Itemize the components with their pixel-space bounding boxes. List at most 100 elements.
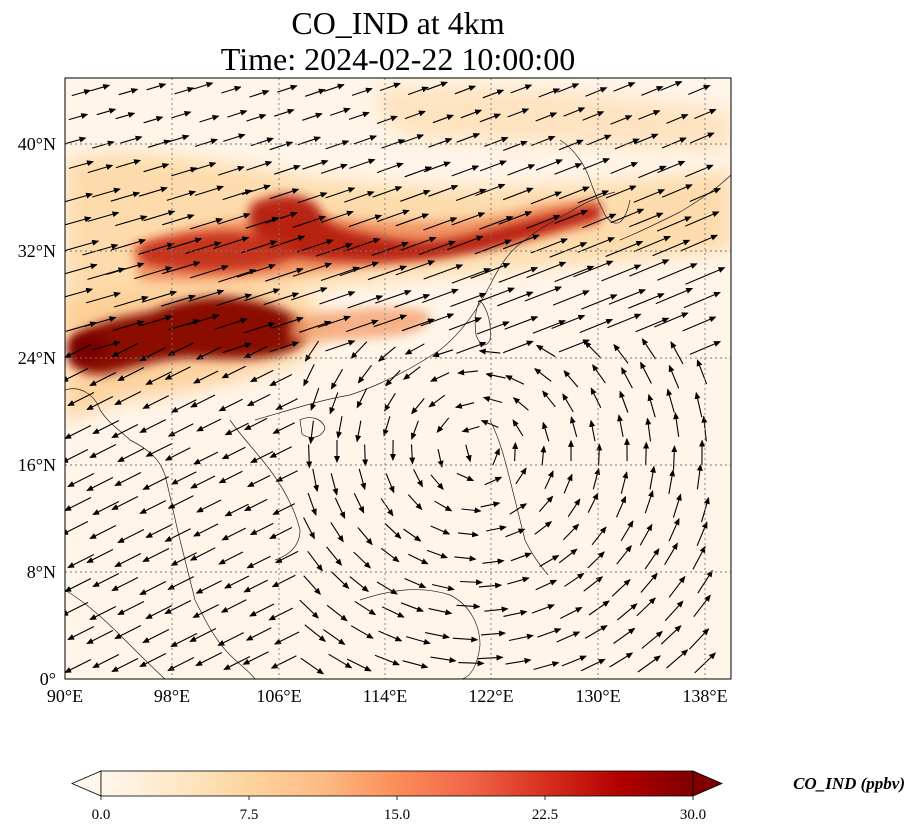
- wind-vector: [672, 493, 682, 518]
- wind-vector: [371, 241, 409, 256]
- wind-vector: [542, 421, 550, 442]
- wind-vector: [668, 517, 680, 542]
- wind-vector: [270, 655, 297, 669]
- wind-vector: [557, 83, 580, 93]
- wind-vector: [111, 424, 139, 438]
- wind-vector: [610, 208, 645, 224]
- wind-vector: [112, 320, 145, 332]
- wind-vector: [139, 419, 167, 433]
- wind-vector: [549, 242, 588, 258]
- wind-vector: [670, 341, 684, 365]
- wind-vector: [607, 313, 642, 329]
- wind-vector: [166, 237, 203, 250]
- wind-vector: [562, 393, 574, 413]
- wind-vector: [106, 262, 145, 276]
- wind-vector: [395, 213, 430, 227]
- wind-vector: [569, 416, 578, 438]
- wind-vector: [616, 545, 632, 565]
- wind-vector: [291, 287, 328, 301]
- lon-tick-label: 114°E: [363, 686, 408, 706]
- coastline-philippines: [489, 419, 549, 576]
- wind-vector: [353, 551, 372, 569]
- wind-vector: [451, 165, 480, 177]
- wind-vector: [323, 629, 346, 645]
- wind-vector: [224, 575, 250, 589]
- wind-vector: [668, 575, 686, 598]
- wind-vector: [611, 579, 631, 597]
- wind-vector: [524, 286, 563, 302]
- wind-vector: [65, 263, 98, 275]
- wind-vector: [647, 393, 656, 418]
- wind-vector: [621, 367, 633, 389]
- colorbar-extend-low: [70, 770, 102, 797]
- wind-vector: [307, 550, 323, 572]
- wind-vector: [664, 600, 684, 622]
- wind-vector: [329, 392, 339, 415]
- wind-vector: [326, 604, 348, 622]
- wind-vector: [638, 165, 667, 179]
- wind-vector: [142, 476, 169, 490]
- wind-vector: [331, 571, 350, 589]
- wind-vector: [479, 216, 514, 230]
- wind-vector: [274, 108, 295, 117]
- wind-vector: [554, 163, 583, 175]
- wind-vector: [218, 470, 243, 484]
- wind-vector: [413, 469, 423, 488]
- wind-vector: [65, 368, 89, 382]
- wind-vector: [561, 655, 587, 667]
- wind-vector: [91, 187, 121, 198]
- wind-vector: [436, 417, 450, 433]
- wind-vector: [243, 498, 268, 512]
- wind-vector: [470, 263, 511, 279]
- wind-vector: [627, 293, 665, 309]
- wind-vector: [170, 471, 197, 485]
- wind-vector: [596, 443, 603, 466]
- wind-vector: [535, 112, 558, 122]
- title-line-1: CO_IND at 4km: [291, 5, 504, 41]
- wind-vector: [143, 210, 176, 222]
- wind-vector: [680, 234, 719, 252]
- wind-vector: [685, 211, 720, 227]
- wind-vector: [696, 463, 703, 490]
- wind-vector: [615, 495, 627, 518]
- wind-vector: [428, 184, 459, 197]
- colorbar-tick-label: 7.5: [240, 807, 259, 823]
- coastline-hainan: [299, 417, 326, 438]
- wind-vector: [510, 552, 532, 562]
- wind-vector: [457, 369, 478, 376]
- wind-vector: [272, 422, 295, 434]
- wind-vector: [306, 444, 313, 469]
- wind-vector: [164, 366, 191, 380]
- wind-vector: [689, 132, 715, 144]
- wind-vector: [452, 636, 479, 643]
- wind-vector: [217, 632, 244, 646]
- wind-vector: [218, 268, 257, 283]
- wind-vector: [167, 342, 194, 356]
- wind-vector: [192, 604, 219, 618]
- wind-vector: [328, 653, 353, 669]
- wind-vector: [558, 139, 584, 151]
- wind-vector: [187, 314, 220, 326]
- wind-vector: [221, 446, 246, 460]
- wind-vector: [164, 447, 191, 461]
- wind-vector: [480, 501, 501, 508]
- wind-vector: [420, 313, 455, 327]
- wind-vector: [117, 601, 145, 615]
- wind-vector: [673, 412, 680, 437]
- wind-vector: [350, 341, 368, 360]
- wind-vector: [376, 162, 404, 174]
- wind-vector: [554, 265, 595, 283]
- wind-vector: [170, 633, 198, 647]
- wind-vector: [250, 137, 274, 147]
- wind-vector: [114, 472, 142, 486]
- wind-vector: [376, 209, 410, 223]
- wind-vector: [385, 473, 395, 494]
- wind-vector: [292, 215, 327, 228]
- wind-vector: [531, 604, 555, 614]
- wind-vector: [458, 660, 485, 667]
- wind-vector: [310, 387, 320, 411]
- wind-vector: [349, 576, 369, 593]
- wind-vector: [640, 361, 652, 384]
- wind-vector: [484, 136, 509, 147]
